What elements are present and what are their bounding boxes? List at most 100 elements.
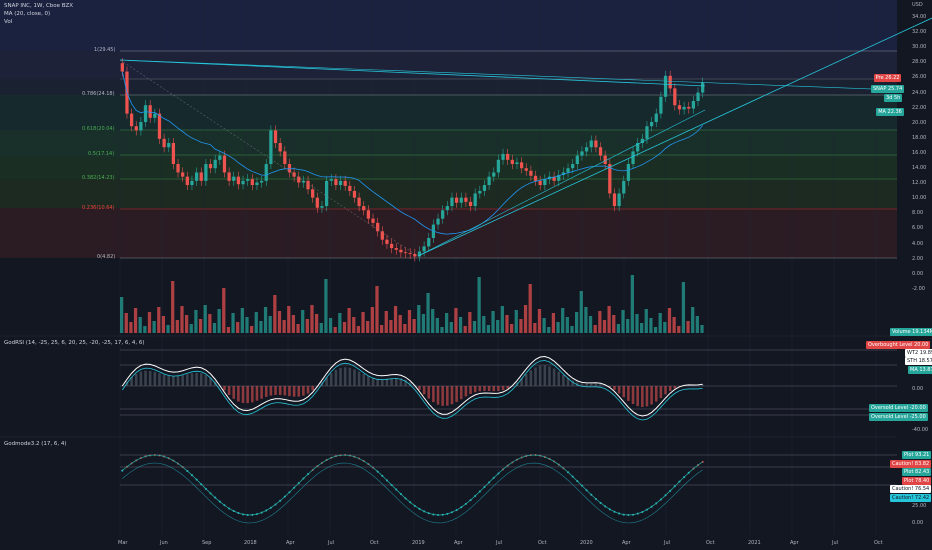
godmode-tag: Caution! 83.82: [890, 460, 932, 468]
rsi-histogram: [297, 386, 301, 397]
rsi-histogram: [204, 374, 208, 386]
volume-bar: [259, 321, 263, 333]
price-tick: 26.00: [912, 74, 927, 81]
candle: [408, 253, 412, 254]
rsi-histogram: [134, 373, 138, 386]
rsi-histogram: [538, 365, 542, 386]
volume-bar: [324, 279, 328, 333]
rsi-histogram: [394, 377, 398, 386]
rsi-histogram: [232, 386, 236, 399]
price-tick: 20.00: [912, 119, 927, 126]
rsi-histogram: [325, 377, 328, 386]
godmode-line2: [122, 462, 703, 524]
rsi-histogram: [357, 371, 361, 386]
rsi-histogram: [427, 386, 431, 399]
volume-bar: [561, 308, 565, 333]
volume-bar: [301, 310, 305, 333]
volume-bar: [398, 315, 402, 333]
volume-bar: [347, 308, 351, 333]
volume-bar: [653, 327, 658, 333]
trendline-up: [417, 17, 932, 257]
rsi-histogram: [654, 386, 658, 402]
volume-bar: [510, 324, 514, 333]
rsi-histogram: [599, 384, 602, 386]
candle: [682, 106, 686, 110]
fib-label: 0.236(10.64): [82, 205, 115, 211]
rsi-histogram: [390, 378, 393, 386]
rsi-tag: Volume 19.134M: [890, 328, 932, 336]
candle: [636, 143, 640, 152]
time-label: Mar: [118, 540, 128, 546]
price-tick: 10.00: [912, 195, 927, 202]
rsi-histogram: [190, 373, 194, 386]
candle: [213, 159, 217, 169]
candle: [654, 113, 658, 123]
rsi-histogram: [641, 386, 644, 407]
candle: [153, 113, 157, 118]
rsi-histogram: [367, 376, 370, 386]
rsi-histogram: [404, 379, 407, 386]
rsi-histogram: [241, 386, 245, 403]
volume-bar: [143, 326, 147, 333]
rsi-histogram: [399, 378, 403, 386]
candle: [338, 180, 343, 186]
volume-bar: [296, 324, 300, 333]
candle: [148, 105, 152, 118]
candle: [640, 138, 644, 144]
volume-bar: [612, 315, 616, 333]
candle: [552, 176, 556, 181]
price-tick: 24.00: [912, 89, 927, 96]
rsi-histogram: [552, 368, 556, 386]
rsi-histogram: [422, 386, 426, 395]
volume-bar: [686, 321, 690, 333]
rsi-histogram: [594, 383, 598, 386]
volume-bar: [236, 322, 240, 333]
vol-legend: Vol: [4, 19, 13, 25]
candle: [454, 197, 459, 203]
price-tick: -2.00: [912, 285, 925, 292]
rsi-histogram: [274, 386, 277, 395]
time-label: Apr: [790, 540, 799, 546]
volume-bar: [273, 295, 277, 333]
rsi-histogram: [334, 369, 338, 386]
price-tick: 14.00: [912, 165, 927, 171]
rsi-histogram: [172, 376, 175, 386]
rsi-tag: Oversold Level -20.00: [869, 404, 928, 412]
rsi-histogram: [329, 373, 333, 386]
symbol-legend: SNAP INC, 1W, Cboe BZX MA (20, close, 0)…: [4, 2, 73, 26]
rsi-histogram: [436, 386, 440, 405]
candle: [496, 159, 501, 173]
candle: [580, 151, 584, 156]
volume-bar: [384, 311, 388, 333]
rsi-histogram: [251, 386, 254, 403]
time-label: Jul: [664, 540, 671, 546]
background-band: [0, 130, 897, 157]
volume-bar: [440, 327, 444, 333]
volume-bar: [681, 282, 686, 333]
candle: [181, 172, 185, 177]
volume-bar: [602, 320, 607, 333]
rsi-histogram: [371, 377, 375, 386]
rsi-histogram: [130, 377, 133, 386]
volume-bar: [417, 305, 421, 333]
rsi-histogram: [260, 386, 263, 399]
rsi-histogram: [237, 386, 240, 402]
volume-bar: [663, 322, 667, 333]
rsi-histogram: [227, 386, 231, 395]
candle: [306, 180, 310, 190]
godmode-tag: Caution! 72.42: [890, 494, 932, 502]
godrsi-legend: GodRSI (14, -25, 25, 6, 20, 25, -20, -25…: [4, 340, 145, 346]
volume-bar: [356, 326, 361, 333]
volume-bar: [208, 314, 212, 333]
volume-bar: [250, 326, 254, 333]
volume-bar: [616, 324, 621, 333]
volume-bar: [171, 281, 175, 333]
rsi-histogram: [283, 386, 287, 396]
rsi-tick: -40.00: [912, 427, 929, 433]
candle: [348, 185, 352, 191]
price-tick: 6.00: [912, 225, 924, 232]
volume-bar: [189, 324, 193, 333]
rsi-histogram: [446, 386, 449, 406]
